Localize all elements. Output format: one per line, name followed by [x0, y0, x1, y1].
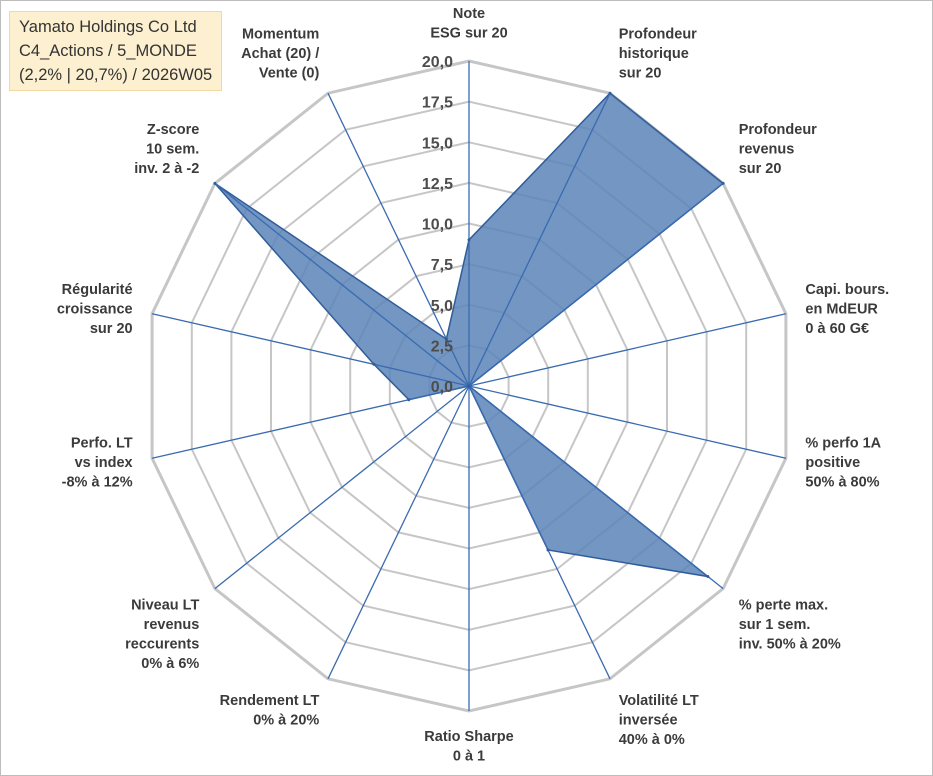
axis-label: % perte max. sur 1 sem. inv. 50% à 20%: [739, 597, 841, 652]
axis-label-line: ESG sur 20: [430, 26, 507, 42]
axis-spoke: [214, 385, 470, 590]
axis-label: Profondeur revenus sur 20: [739, 122, 817, 177]
tick-label: 20,0: [422, 54, 453, 71]
axis-label-line: positive: [805, 455, 860, 471]
axis-label-line: Note: [453, 6, 485, 22]
category-label: C4_Actions / 5_MONDE: [19, 42, 197, 60]
axis-label: Volatilité LT inversée 40% à 0%: [619, 693, 699, 748]
data-point: [706, 575, 710, 578]
axis-label-line: Régularité: [62, 282, 133, 298]
axis-label-line: revenus: [739, 142, 795, 158]
axis-label-line: sur 20: [619, 66, 662, 82]
axis-label-line: Capi. bours.: [805, 282, 889, 298]
axis-label-line: croissance: [57, 302, 133, 318]
axis-spoke: [468, 92, 611, 387]
data-point: [608, 91, 612, 95]
axis-label: Momentum Achat (20) / Vente (0): [241, 27, 319, 82]
axis-spoke: [468, 385, 611, 680]
axis-label: Note ESG sur 20: [430, 6, 507, 42]
tick-label: 7,5: [431, 257, 453, 274]
axis-spoke: [468, 385, 724, 590]
axis-spoke: [327, 385, 470, 680]
axis-label-line: 0 à 60 G€: [805, 321, 869, 337]
axis-label-line: inv. 2 à -2: [134, 161, 199, 177]
stats-label: (2,2% | 20,7%) / 2026W05: [19, 66, 213, 84]
axis-spoke: [151, 385, 470, 459]
axis-label-line: sur 1 sem.: [739, 617, 811, 633]
data-point: [467, 384, 471, 388]
axis-label-line: 50% à 80%: [805, 475, 879, 491]
data-point: [407, 398, 411, 402]
axis-spoke: [327, 92, 470, 387]
axis-label-line: Vente (0): [259, 66, 320, 82]
axis-label-line: reccurents: [125, 636, 199, 652]
tick-label: 15,0: [422, 135, 453, 152]
axis-label-line: inversée: [619, 713, 678, 729]
tick-label: 5,0: [431, 298, 453, 315]
axis-label: Perfo. LT vs index -8% à 12%: [62, 436, 133, 491]
axis-label-line: % perfo 1A: [805, 436, 881, 452]
tick-label: 17,5: [422, 95, 453, 112]
data-point: [213, 181, 217, 185]
axis-label-line: 40% à 0%: [619, 732, 685, 748]
axis-label-line: Ratio Sharpe: [424, 729, 513, 745]
data-point: [721, 181, 725, 185]
axis-spoke: [151, 313, 470, 387]
axis-label-line: % perte max.: [739, 597, 828, 613]
axis-label-line: Momentum: [242, 27, 319, 43]
axis-label-line: Rendement LT: [220, 693, 320, 709]
axis-spoke: [214, 182, 470, 387]
tick-label: 0,0: [431, 379, 453, 396]
tick-label: 10,0: [422, 217, 453, 234]
axis-label-line: Perfo. LT: [71, 436, 133, 452]
axis-label-line: Profondeur: [739, 122, 817, 138]
axis-label-line: -8% à 12%: [62, 475, 133, 491]
axis-label-line: 0% à 6%: [141, 656, 199, 672]
axis-label: Profondeur historique sur 20: [619, 27, 697, 82]
axis-label-line: revenus: [144, 617, 200, 633]
axis-label-line: Z-score: [147, 122, 199, 138]
axis-spoke: [468, 313, 787, 387]
axis-label-line: 0% à 20%: [253, 713, 319, 729]
axis-label: % perfo 1A positive 50% à 80%: [805, 436, 881, 491]
axis-label: Z-score 10 sem. inv. 2 à -2: [134, 122, 199, 177]
data-point: [467, 238, 471, 242]
data-point: [444, 337, 448, 341]
axis-label-line: en MdEUR: [805, 302, 878, 318]
company-name: Yamato Holdings Co Ltd: [19, 18, 197, 36]
title-box: Yamato Holdings Co Ltd C4_Actions / 5_MO…: [9, 11, 222, 91]
axis-spoke: [468, 385, 787, 459]
axis-label-line: Volatilité LT: [619, 693, 699, 709]
axis-label-line: vs index: [75, 455, 133, 471]
axis-label-line: sur 20: [90, 321, 133, 337]
axis-label-line: 10 sem.: [146, 142, 199, 158]
axis-label-line: inv. 50% à 20%: [739, 636, 841, 652]
axis-label: Régularité croissance sur 20: [57, 282, 133, 337]
tick-label: 2,5: [431, 338, 453, 355]
axis-label: Rendement LT 0% à 20%: [220, 693, 320, 729]
axis-label-line: 0 à 1: [453, 749, 485, 765]
axis-label-line: Profondeur: [619, 27, 697, 43]
axis-label-line: Achat (20) /: [241, 46, 319, 62]
axis-label-line: sur 20: [739, 161, 782, 177]
data-point: [546, 548, 550, 552]
axis-label-line: historique: [619, 46, 689, 62]
tick-label: 12,5: [422, 176, 453, 193]
axis-spoke: [468, 182, 724, 387]
axis-label: Ratio Sharpe 0 à 1: [424, 729, 513, 765]
axis-label: Capi. bours. en MdEUR 0 à 60 G€: [805, 282, 889, 337]
data-point: [372, 362, 376, 366]
axis-label: Niveau LT revenus reccurents 0% à 6%: [125, 597, 199, 672]
axis-label-line: Niveau LT: [131, 597, 199, 613]
